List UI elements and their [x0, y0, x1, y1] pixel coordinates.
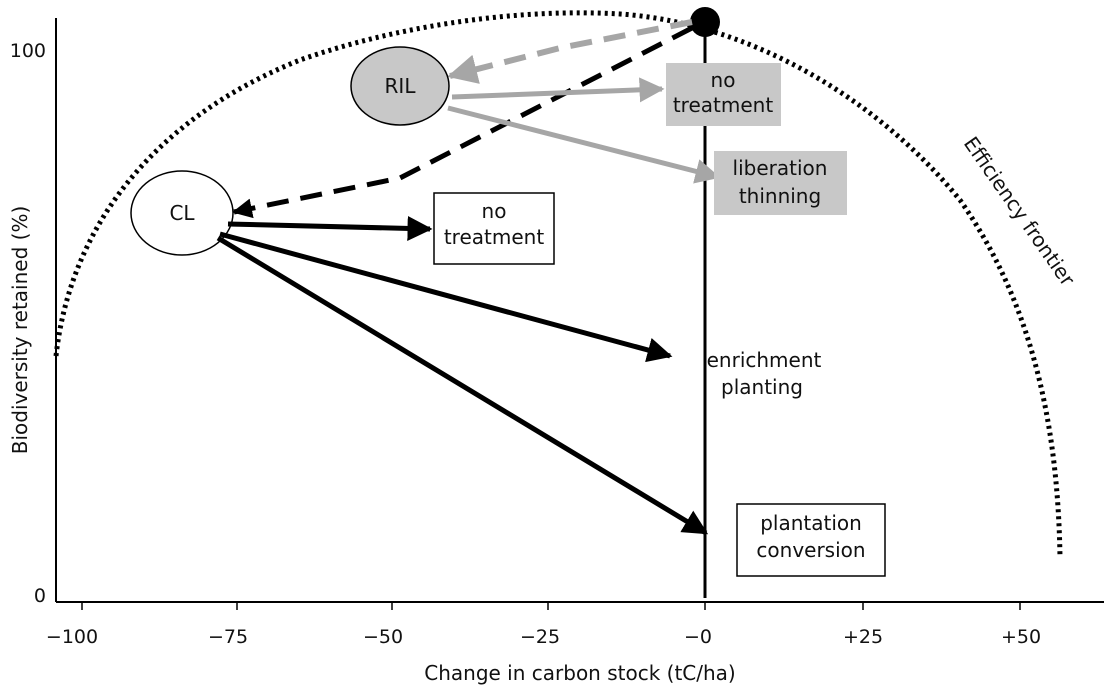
y-tick-label-0: 0 — [34, 585, 46, 607]
box-cl-no-treatment — [433, 192, 555, 265]
arrow-ril-liberation-thinning — [447, 105, 721, 184]
ril-node-label: RIL — [385, 74, 417, 98]
x-tick-label: −0 — [684, 626, 712, 648]
box-ril-liberation-thinning-line1: liberation — [733, 156, 828, 180]
box-cl-enrichment-planting-bg — [708, 346, 826, 400]
y-tick-label-100: 100 — [10, 40, 46, 62]
x-tick-label: +25 — [843, 626, 883, 648]
efficiency-frontier-curve — [53, 10, 1063, 559]
arrow-origin-to-ril — [447, 19, 693, 84]
arrow-cl-no-treatment — [227, 215, 433, 241]
box-cl-no-treatment-line2: treatment — [444, 225, 544, 249]
box-cl-enrichment-planting-line2: planting — [721, 375, 803, 399]
cl-node-label: CL — [169, 201, 195, 225]
box-ril-no-treatment-line1: no — [711, 68, 736, 92]
y-axis-label: Biodiversity retained (%) — [8, 206, 32, 455]
box-ril-no-treatment-line2: treatment — [673, 93, 773, 117]
box-cl-enrichment-planting-line1: enrichment — [707, 348, 822, 372]
x-tick-marks — [81, 602, 1021, 610]
x-tick-label: −75 — [208, 626, 248, 648]
x-axis-label: Change in carbon stock (tC/ha) — [424, 661, 735, 685]
arrow-origin-to-cl — [232, 25, 694, 219]
box-cl-plantation-conversion-line2: conversion — [756, 538, 865, 562]
box-ril-liberation-thinning-line2: thinning — [739, 184, 821, 208]
arrow-ril-no-treatment — [451, 77, 665, 103]
arrow-cl-enrichment-planting — [219, 231, 673, 363]
x-tick-label: −50 — [363, 626, 403, 648]
cl-node — [130, 170, 234, 256]
arrow-cl-plantation-conversion — [216, 235, 709, 536]
x-tick-label: −25 — [520, 626, 560, 648]
box-ril-no-treatment — [666, 63, 781, 126]
efficiency-frontier-label: Efficiency frontier — [959, 132, 1080, 291]
box-cl-plantation-conversion — [736, 503, 886, 577]
ril-node — [350, 46, 450, 126]
x-tick-label: −100 — [46, 626, 98, 648]
box-cl-no-treatment-line1: no — [482, 199, 507, 223]
box-ril-liberation-thinning — [714, 151, 847, 215]
x-tick-label: +50 — [1001, 626, 1041, 648]
box-cl-plantation-conversion-line1: plantation — [760, 511, 862, 535]
origin-point — [690, 7, 720, 37]
